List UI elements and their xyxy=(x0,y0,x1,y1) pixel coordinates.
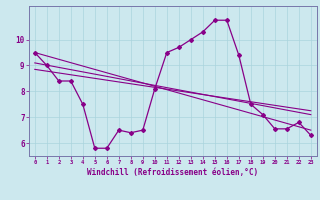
X-axis label: Windchill (Refroidissement éolien,°C): Windchill (Refroidissement éolien,°C) xyxy=(87,168,258,177)
